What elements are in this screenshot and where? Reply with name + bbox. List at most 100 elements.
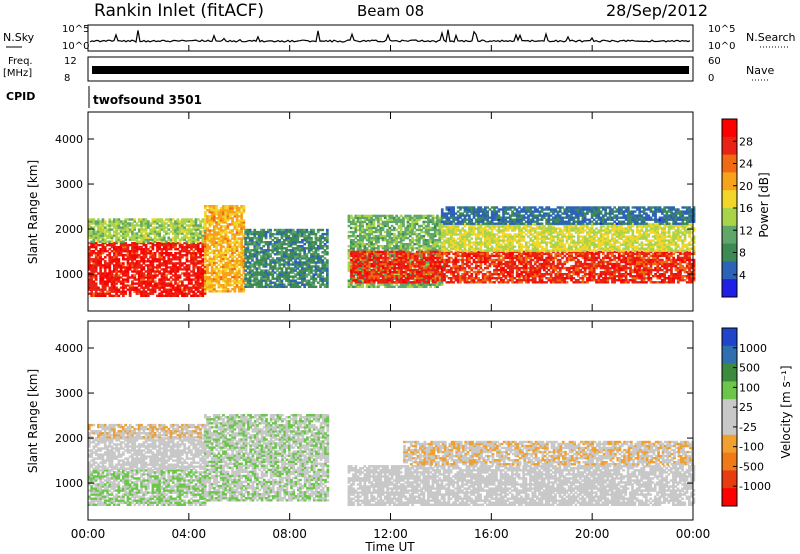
power-cell <box>222 241 225 244</box>
power-cell <box>321 245 325 248</box>
power-cell <box>88 248 91 251</box>
power-cell <box>429 214 432 218</box>
power-cell <box>210 273 214 277</box>
power-cell <box>226 225 230 228</box>
power-cell <box>289 263 293 266</box>
power-cell <box>242 257 246 260</box>
power-cell <box>312 241 316 244</box>
power-cell <box>393 257 396 260</box>
power-cell <box>404 254 408 258</box>
power-cell <box>140 224 143 227</box>
power-cell <box>267 230 270 234</box>
power-cell <box>92 228 96 231</box>
power-cell <box>285 255 288 258</box>
power-cell <box>88 264 91 267</box>
power-cell <box>238 269 241 273</box>
power-cell <box>278 253 281 256</box>
power-cell <box>99 248 102 251</box>
power-cell <box>149 268 152 271</box>
power-cell <box>167 266 171 269</box>
power-cell <box>305 234 309 238</box>
power-cell <box>119 228 123 231</box>
power-cell <box>226 247 230 250</box>
power-cell <box>169 270 173 273</box>
power-cell <box>140 266 143 269</box>
power-cell <box>285 279 288 282</box>
power-cell <box>357 250 360 254</box>
power-cell <box>474 252 478 256</box>
power-cell <box>424 220 428 224</box>
power-cell <box>294 234 297 238</box>
power-cell <box>422 234 426 238</box>
power-cell <box>465 279 469 282</box>
power-cell <box>298 261 302 264</box>
power-cell <box>381 275 385 278</box>
power-cell <box>124 243 127 247</box>
power-cell <box>260 281 263 284</box>
power-cell <box>420 283 423 286</box>
power-cell <box>305 273 309 276</box>
power-cell <box>178 224 182 227</box>
power-cell <box>282 243 286 246</box>
power-cell <box>262 265 266 268</box>
power-cell <box>470 281 474 284</box>
power-cell <box>128 258 132 261</box>
power-cell <box>253 255 257 258</box>
power-cell <box>115 280 118 283</box>
power-cell <box>119 264 123 267</box>
power-cell <box>117 238 121 241</box>
power-cell <box>461 254 464 258</box>
power-cell <box>406 218 410 222</box>
power-cell <box>115 274 118 277</box>
power-cell <box>264 279 268 282</box>
power-cell <box>235 233 239 236</box>
power-cell <box>224 229 228 232</box>
power-cell <box>294 269 297 272</box>
noise-tick-left-bottom: 10^0 <box>62 41 89 52</box>
power-cell <box>137 240 141 243</box>
power-cell <box>151 284 155 287</box>
power-cell <box>117 262 121 265</box>
power-cell <box>363 279 367 282</box>
power-cell <box>187 280 191 283</box>
power-cell <box>135 256 139 259</box>
power-cell <box>438 239 442 242</box>
power-cell <box>368 245 371 248</box>
power-cell <box>204 227 207 230</box>
power-cell <box>171 284 175 287</box>
power-cell <box>357 262 360 266</box>
power-cell <box>226 245 230 248</box>
power-cell <box>260 230 263 234</box>
power-cell <box>424 265 428 268</box>
power-cell <box>354 256 358 260</box>
power-cell <box>321 275 325 278</box>
power-cell <box>357 270 360 274</box>
power-cell <box>436 216 439 220</box>
power-cell <box>165 266 168 269</box>
power-cell <box>490 252 494 256</box>
power-cell <box>305 265 309 268</box>
power-cell <box>204 231 207 234</box>
power-cell <box>433 275 437 278</box>
power-cell <box>117 232 121 235</box>
power-cell <box>289 269 293 272</box>
power-cell <box>94 243 98 247</box>
power-cell <box>409 262 412 266</box>
power-cell <box>187 218 191 221</box>
power-cell <box>92 294 96 297</box>
power-cell <box>97 228 100 231</box>
power-cell <box>88 260 91 263</box>
power-cell <box>393 277 396 280</box>
power-cell <box>379 254 383 258</box>
power-cell <box>461 252 464 256</box>
power-cell <box>386 252 390 256</box>
power-cell <box>350 264 353 268</box>
power-cell <box>201 240 205 243</box>
power-cell <box>269 279 272 282</box>
power-cell <box>402 216 405 220</box>
power-cell <box>291 232 295 236</box>
power-cell <box>307 234 311 238</box>
power-cell <box>204 259 207 263</box>
power-cell <box>213 219 216 222</box>
power-cell <box>135 248 139 251</box>
